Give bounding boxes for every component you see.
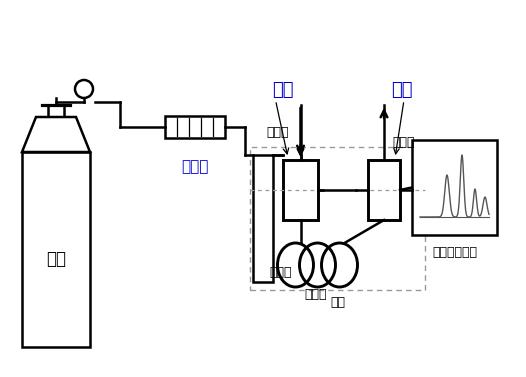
Text: 检测器: 检测器 — [393, 135, 415, 149]
Text: 流量计: 流量计 — [270, 265, 292, 279]
Circle shape — [75, 80, 93, 98]
Text: 进样: 进样 — [272, 81, 294, 99]
Text: 计算机工作站: 计算机工作站 — [432, 247, 477, 259]
Bar — [283, 160, 318, 220]
Text: 汽化室: 汽化室 — [267, 126, 289, 138]
Text: 放空: 放空 — [391, 81, 413, 99]
Bar — [253, 155, 273, 282]
Text: 柱筱: 柱筱 — [330, 296, 345, 308]
Text: 载气: 载气 — [46, 250, 66, 268]
Text: 净化器: 净化器 — [181, 159, 209, 175]
Bar — [368, 160, 400, 220]
Text: 色谱柱: 色谱柱 — [304, 288, 327, 302]
Polygon shape — [22, 117, 90, 152]
Bar — [22, 152, 90, 347]
Bar — [250, 147, 425, 290]
Bar — [48, 105, 64, 117]
Bar — [412, 140, 497, 235]
Bar — [165, 116, 225, 138]
